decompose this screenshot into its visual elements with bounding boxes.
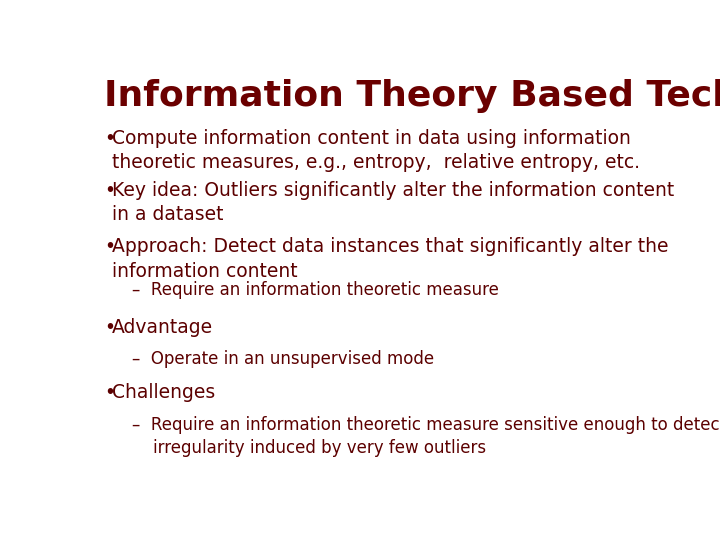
- Text: –  Require an information theoretic measure sensitive enough to detect
    irreg: – Require an information theoretic measu…: [132, 416, 720, 457]
- Text: –  Operate in an unsupervised mode: – Operate in an unsupervised mode: [132, 349, 434, 368]
- Text: •: •: [104, 238, 115, 256]
- Text: Challenges: Challenges: [112, 383, 215, 402]
- Text: Advantage: Advantage: [112, 319, 213, 338]
- Text: Key idea: Outliers significantly alter the information content
in a dataset: Key idea: Outliers significantly alter t…: [112, 181, 675, 225]
- Text: •: •: [104, 319, 115, 338]
- Text: Approach: Detect data instances that significantly alter the
information content: Approach: Detect data instances that sig…: [112, 238, 669, 281]
- Text: Information Theory Based Techniques: Information Theory Based Techniques: [104, 79, 720, 113]
- Text: Compute information content in data using information
theoretic measures, e.g., : Compute information content in data usin…: [112, 129, 640, 172]
- Text: –  Require an information theoretic measure: – Require an information theoretic measu…: [132, 281, 499, 299]
- Text: •: •: [104, 129, 115, 149]
- Text: •: •: [104, 383, 115, 402]
- Text: •: •: [104, 181, 115, 200]
